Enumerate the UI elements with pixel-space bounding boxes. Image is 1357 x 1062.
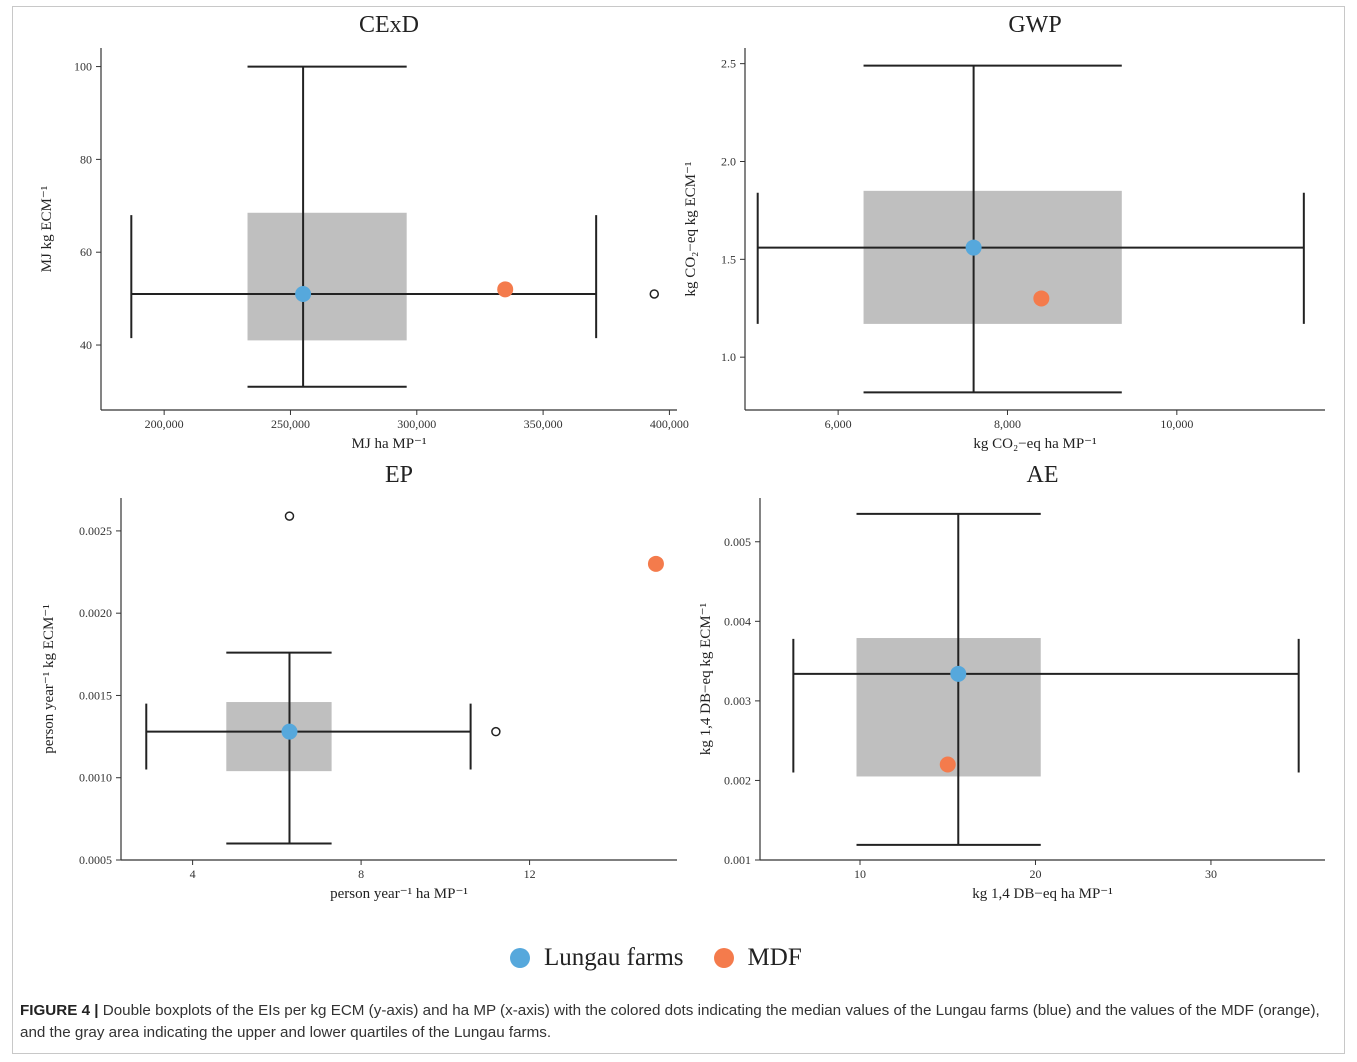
mdf-point bbox=[647, 555, 664, 572]
legend-item-lungau: Lungau farms bbox=[510, 944, 684, 972]
y-axis-label: person year⁻¹ kg ECM⁻¹ bbox=[41, 604, 57, 753]
y-tick-label: 1.0 bbox=[721, 350, 736, 364]
x-tick-label: 200,000 bbox=[145, 417, 184, 431]
double-boxplot-charts: CExD 200,000 250,000 300,000 350,000 400,000 4… bbox=[39, 12, 1325, 902]
y-tick-label: 0.003 bbox=[724, 694, 751, 708]
figure-frame bbox=[12, 6, 1345, 1054]
y-axis-label: kg 1,4 DB−eq kg ECM⁻¹ bbox=[698, 603, 714, 755]
x-axis-label: MJ ha MP⁻¹ bbox=[352, 436, 427, 452]
y-tick-label: 40 bbox=[80, 338, 92, 352]
mdf-legend-dot bbox=[713, 948, 734, 968]
chart-panel-gwp: GWP 6,000 8,000 10,000 1.0 1.5 2.0 2.5 kg CO₂−eq… bbox=[683, 12, 1325, 452]
mdf-point bbox=[1033, 290, 1050, 307]
chart-title: EP bbox=[385, 462, 413, 488]
outlier-point bbox=[491, 726, 501, 737]
lungau-median-point bbox=[950, 665, 967, 682]
y-tick-label: 0.002 bbox=[724, 773, 751, 787]
legend: Lungau farms MDF bbox=[510, 940, 832, 976]
x-axis-label: kg 1,4 DB−eq ha MP⁻¹ bbox=[972, 886, 1112, 902]
chart-panel-ae: AE 10 20 30 0.001 0.002 0.003 0.004 0.005 kg 1,4 … bbox=[698, 462, 1325, 902]
y-tick-label: 0.0005 bbox=[79, 853, 112, 867]
caption-label: FIGURE 4 | bbox=[20, 1002, 99, 1019]
quartile-box bbox=[226, 702, 332, 772]
y-tick-label: 80 bbox=[80, 152, 92, 166]
x-tick-label: 6,000 bbox=[825, 417, 852, 431]
y-tick-label: 0.0010 bbox=[79, 771, 112, 785]
quartile-box bbox=[247, 212, 407, 341]
y-tick-label: 0.0025 bbox=[79, 524, 112, 538]
chart-title: CExD bbox=[359, 12, 419, 38]
mdf-point bbox=[497, 281, 514, 298]
outlier-point bbox=[284, 511, 295, 521]
mdf-legend-label: MDF bbox=[747, 944, 802, 971]
x-tick-label: 12 bbox=[524, 867, 536, 881]
y-tick-label: 2.0 bbox=[721, 154, 736, 168]
x-tick-label: 300,000 bbox=[397, 417, 436, 431]
y-axis-label: MJ kg ECM⁻¹ bbox=[39, 186, 55, 273]
x-tick-label: 10 bbox=[854, 867, 866, 881]
y-tick-label: 1.5 bbox=[721, 252, 736, 266]
y-tick-label: 0.004 bbox=[724, 614, 751, 628]
x-tick-label: 8 bbox=[358, 867, 364, 881]
figure-caption: FIGURE 4 | Double boxplots of the EIs pe… bbox=[20, 1000, 1330, 1044]
x-tick-label: 20 bbox=[1029, 867, 1041, 881]
y-tick-label: 0.005 bbox=[724, 535, 751, 549]
y-tick-label: 0.0015 bbox=[79, 688, 112, 702]
x-tick-label: 350,000 bbox=[524, 417, 563, 431]
y-axis-label: kg CO₂−eq kg ECM⁻¹ bbox=[683, 162, 699, 297]
x-tick-label: 30 bbox=[1205, 867, 1217, 881]
chart-panel-ep: EP 4 8 12 0.0005 0.0010 0.0015 0.0020 0.0025 pers… bbox=[41, 462, 677, 902]
y-tick-label: 100 bbox=[74, 60, 92, 74]
y-tick-label: 2.5 bbox=[721, 57, 736, 71]
x-tick-label: 400,000 bbox=[650, 417, 689, 431]
lungau-legend-dot bbox=[510, 948, 530, 968]
x-axis-label: kg CO₂−eq ha MP⁻¹ bbox=[973, 436, 1096, 452]
x-axis-label: person year⁻¹ ha MP⁻¹ bbox=[330, 886, 468, 902]
x-tick-label: 10,000 bbox=[1160, 417, 1193, 431]
chart-title: GWP bbox=[1008, 12, 1061, 38]
y-tick-label: 0.001 bbox=[724, 853, 751, 867]
y-tick-label: 0.0020 bbox=[79, 606, 112, 620]
lungau-median-point bbox=[281, 723, 298, 740]
lungau-median-point bbox=[295, 285, 312, 302]
outlier-point bbox=[649, 289, 660, 299]
legend-item-mdf: MDF bbox=[713, 944, 802, 972]
lungau-median-point bbox=[965, 239, 982, 256]
chart-title: AE bbox=[1027, 462, 1059, 488]
x-tick-label: 8,000 bbox=[994, 417, 1021, 431]
quartile-box bbox=[856, 638, 1041, 777]
lungau-legend-label: Lungau farms bbox=[544, 944, 684, 971]
mdf-point bbox=[939, 756, 956, 773]
x-tick-label: 4 bbox=[190, 867, 196, 881]
caption-text: Double boxplots of the EIs per kg ECM (y… bbox=[20, 1002, 1320, 1041]
x-tick-label: 250,000 bbox=[271, 417, 310, 431]
quartile-box bbox=[863, 190, 1122, 324]
y-tick-label: 60 bbox=[80, 245, 92, 259]
chart-panel-cexd: CExD 200,000 250,000 300,000 350,000 400,000 4… bbox=[39, 12, 689, 452]
